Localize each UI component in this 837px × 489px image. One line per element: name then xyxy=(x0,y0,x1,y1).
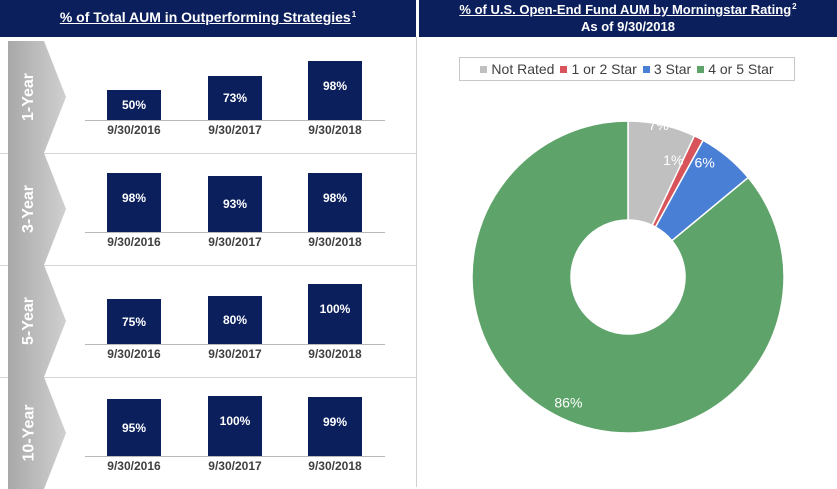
legend-swatch-1-or-2-star xyxy=(560,65,568,73)
row-5-year: 5-Year 75% 9/30/2016 80% 9/30/2017 100% 9/30/2… xyxy=(0,265,416,378)
right-title-footnote: 2 xyxy=(792,2,797,11)
donut-label-4-or-5-star: 86% xyxy=(554,394,582,410)
left-title-footnote: 1 xyxy=(351,10,357,19)
chevron-arrow-5-year xyxy=(8,265,66,377)
x-axis-label: 9/30/2016 xyxy=(107,123,161,137)
bar-baseline xyxy=(85,232,385,233)
bar-value-label: 93% xyxy=(222,197,248,211)
bar-10-year-2: 100% xyxy=(208,396,262,456)
bar-10-year-3: 99% xyxy=(308,397,362,456)
donut-slice-4-or-5-star xyxy=(471,120,785,434)
legend-swatch-3-star xyxy=(642,65,650,73)
right-panel-header: % of U.S. Open-End Fund AUM by Morningst… xyxy=(419,0,837,37)
donut-label-1-or-2-star: 1% xyxy=(663,152,683,168)
right-panel-subtitle: As of 9/30/2018 xyxy=(581,19,675,34)
x-axis-label: 9/30/2018 xyxy=(308,459,362,473)
morningstar-donut-chart: 7% 1% 6% 86% xyxy=(471,117,785,434)
legend-swatch-not-rated xyxy=(480,65,488,73)
bar-3-year-2: 93% xyxy=(208,176,262,232)
bar-5-year-2: 80% xyxy=(208,296,262,344)
bar-value-label: 98% xyxy=(322,79,348,93)
bar-value-label: 80% xyxy=(222,313,248,327)
bar-1-year-1: 50% xyxy=(107,90,161,120)
left-panel-title: % of Total AUM in Outperforming Strategi… xyxy=(0,9,416,25)
legend-item-not-rated: Not Rated xyxy=(480,61,554,77)
legend-label-3-star: 3 Star xyxy=(653,61,692,77)
x-axis-label: 9/30/2017 xyxy=(208,459,262,473)
legend-label-4-or-5-star: 4 or 5 Star xyxy=(708,61,774,77)
chevron-shape xyxy=(8,153,66,265)
bar-value-label: 100% xyxy=(219,414,251,428)
period-label: 10-Year xyxy=(8,377,50,489)
donut-legend: Not Rated 1 or 2 Star 3 Star 4 or 5 Star xyxy=(459,57,795,81)
x-axis-label: 9/30/2018 xyxy=(308,235,362,249)
left-panel-header: % of Total AUM in Outperforming Strategi… xyxy=(0,0,416,37)
x-axis-label: 9/30/2018 xyxy=(308,123,362,137)
legend-item-3-star: 3 Star xyxy=(642,61,692,77)
chevron-shape xyxy=(8,265,66,377)
x-axis-label: 9/30/2017 xyxy=(208,347,262,361)
legend-item-1-or-2-star: 1 or 2 Star xyxy=(560,61,637,77)
legend-swatch-4-or-5-star xyxy=(697,65,705,73)
x-axis-label: 9/30/2016 xyxy=(107,235,161,249)
x-axis-label: 9/30/2017 xyxy=(208,235,262,249)
bar-baseline xyxy=(85,120,385,121)
chevron-arrow-1-year xyxy=(8,41,66,153)
bar-baseline xyxy=(85,344,385,345)
legend-label-not-rated: Not Rated xyxy=(491,61,555,77)
left-title-text: % of Total AUM in Outperforming Strategi… xyxy=(59,9,351,25)
bar-value-label: 73% xyxy=(222,91,248,105)
bar-5-year-1: 75% xyxy=(107,299,161,344)
bar-value-label: 99% xyxy=(322,415,348,429)
bar-value-label: 98% xyxy=(322,191,348,205)
bar-1-year-2: 73% xyxy=(208,76,262,120)
period-label-text: 3-Year xyxy=(20,184,38,234)
right-panel-title: % of U.S. Open-End Fund AUM by Morningst… xyxy=(419,2,837,17)
bar-3-year-1: 98% xyxy=(107,173,161,232)
panel-divider xyxy=(416,37,417,487)
period-label: 1-Year xyxy=(8,41,50,153)
legend-item-4-or-5-star: 4 or 5 Star xyxy=(697,61,774,77)
row-3-year: 3-Year 98% 9/30/2016 93% 9/30/2017 98% 9/30/20… xyxy=(0,153,416,266)
bar-1-year-3: 98% xyxy=(308,61,362,120)
x-axis-label: 9/30/2017 xyxy=(208,123,262,137)
period-label-text: 5-Year xyxy=(20,296,38,346)
bar-10-year-1: 95% xyxy=(107,399,161,456)
x-axis-label: 9/30/2018 xyxy=(308,347,362,361)
chevron-arrow-10-year xyxy=(8,377,66,489)
bar-value-label: 95% xyxy=(121,420,147,435)
bar-value-label: 75% xyxy=(121,314,147,329)
bar-baseline xyxy=(85,456,385,457)
period-label: 3-Year xyxy=(8,153,50,265)
right-title-text: % of U.S. Open-End Fund AUM by Morningst… xyxy=(459,2,792,17)
chevron-shape xyxy=(8,41,66,153)
legend-label-1-or-2-star: 1 or 2 Star xyxy=(571,61,637,77)
bar-value-label: 98% xyxy=(121,191,147,205)
donut-label-not-rated: 7% xyxy=(648,117,668,133)
bar-value-label: 50% xyxy=(121,98,147,112)
row-1-year: 1-Year 50% 9/30/2016 73% 9/30/2017 98% 9/30/20… xyxy=(0,41,416,154)
period-label-text: 10-Year xyxy=(20,404,37,462)
bar-value-label: 100% xyxy=(319,302,351,316)
chevron-arrow-3-year xyxy=(8,153,66,265)
row-10-year: 10-Year 95% 9/30/2016 100% 9/30/2017 99% 9/30/… xyxy=(0,377,416,489)
bar-5-year-3: 100% xyxy=(308,284,362,344)
x-axis-label: 9/30/2016 xyxy=(107,347,161,361)
chevron-shape xyxy=(8,377,66,489)
period-label-text: 1-Year xyxy=(20,72,38,122)
bar-3-year-3: 98% xyxy=(308,173,362,232)
period-label: 5-Year xyxy=(8,265,50,377)
donut-label-3-star: 6% xyxy=(695,154,715,170)
x-axis-label: 9/30/2016 xyxy=(107,459,161,473)
